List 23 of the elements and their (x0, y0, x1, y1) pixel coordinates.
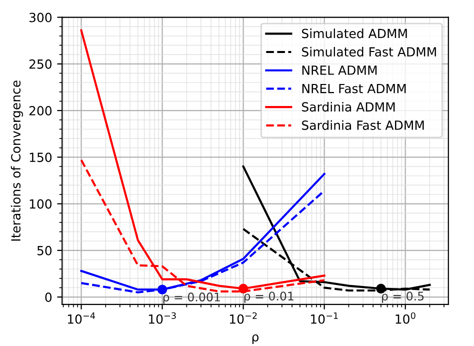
legend-label: Simulated ADMM (302, 28, 407, 38)
y-axis-title: Iterations of Convergence (10, 80, 23, 241)
y-tick-label: 50 (37, 246, 52, 256)
legend-label: Sardinia ADMM (302, 102, 395, 112)
annotation: ρ = 0.5 (382, 292, 424, 303)
y-tick-label: 0 (45, 292, 52, 302)
x-tick-label: 10$^{−2}$ (230, 312, 257, 324)
annotation: ρ = 0.001 (163, 292, 220, 304)
legend-label: Simulated Fast ADMM (302, 46, 436, 57)
x-tick-label: 10$^{−4}$ (68, 312, 96, 324)
annotation: ρ = 0.01 (244, 292, 294, 303)
x-axis-title: ρ (252, 334, 259, 344)
legend-label: Sardinia Fast ADMM (302, 120, 424, 130)
y-tick-label: 100 (30, 199, 52, 209)
legend-label: NREL ADMM (302, 66, 377, 75)
legend-label: NREL Fast ADMM (302, 84, 406, 94)
x-tick-label: 10$^{0}$ (396, 312, 416, 324)
x-tick-label: 10$^{−3}$ (148, 312, 176, 324)
y-tick-label: 150 (30, 152, 52, 162)
y-tick-label: 200 (29, 106, 52, 116)
y-tick-label: 300 (29, 12, 52, 22)
y-tick-label: 250 (29, 59, 52, 69)
x-tick-label: 10$^{−1}$ (311, 312, 338, 324)
